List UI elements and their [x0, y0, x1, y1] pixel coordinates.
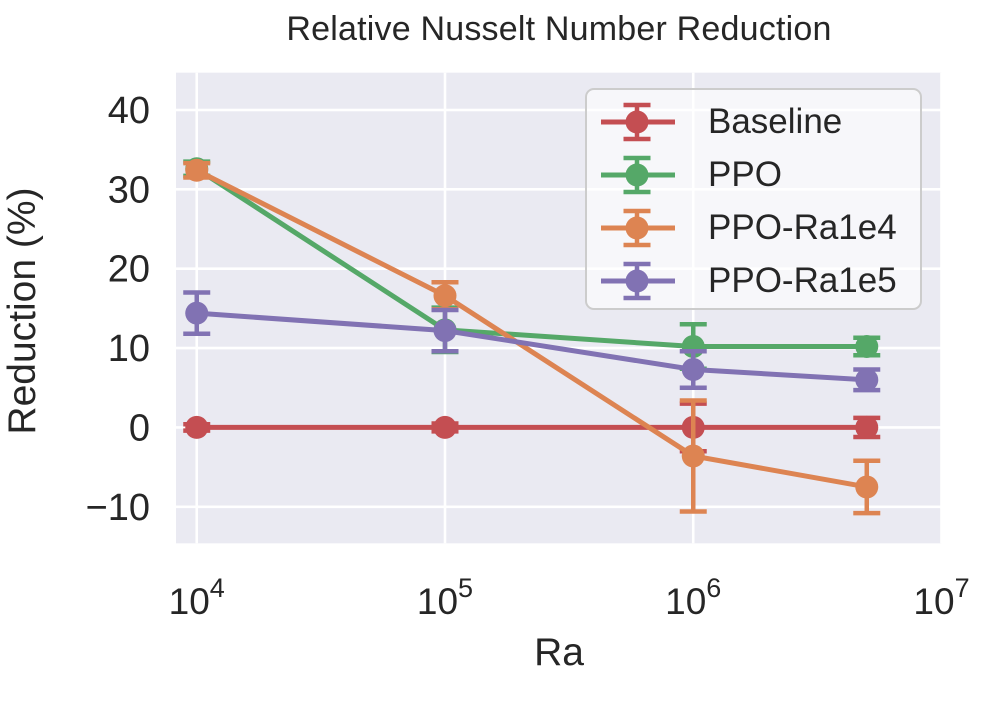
y-tick--10: −10: [86, 487, 150, 529]
legend-errorbar-icon: [601, 261, 675, 300]
marker-Baseline: [185, 415, 209, 439]
series-PPO-Ra1e4: [183, 158, 881, 516]
marker-Baseline: [855, 415, 879, 439]
x-axis-label: Ra: [534, 631, 584, 674]
x-tick-1e7: 107: [913, 573, 969, 622]
marker-PPO-Ra1e5: [681, 358, 705, 382]
legend-item-PPO: PPO: [595, 148, 920, 201]
marker-PPO-Ra1e5: [433, 319, 457, 343]
legend-errorbar-icon: [601, 102, 675, 141]
legend-label: PPO-Ra1e4: [708, 208, 897, 247]
y-tick-10: 10: [108, 328, 150, 370]
legend-item-PPO-Ra1e5: PPO-Ra1e5: [595, 254, 920, 307]
marker-PPO-Ra1e4: [185, 158, 209, 182]
legend-label: PPO-Ra1e5: [708, 261, 897, 300]
marker-PPO: [855, 334, 879, 358]
marker-Baseline: [433, 415, 457, 439]
legend-errorbar-icon: [601, 208, 675, 247]
series-line-PPO-Ra1e5: [196, 310, 867, 383]
y-axis-label: Reduction (%): [1, 187, 44, 435]
series-line-PPO-Ra1e4: [195, 168, 868, 490]
x-tick-1e6: 106: [665, 573, 721, 622]
y-tick-40: 40: [108, 90, 150, 132]
y-tick-0: 0: [129, 407, 150, 449]
y-tick-30: 30: [108, 169, 150, 211]
legend: Baseline PPO PPO-Ra1e4 PPO-Ra1e5: [585, 88, 922, 310]
legend-item-PPO-Ra1e4: PPO-Ra1e4: [595, 201, 920, 254]
marker-PPO-Ra1e5: [185, 301, 209, 325]
marker-PPO-Ra1e5: [855, 368, 879, 392]
series-line-PPO: [195, 166, 867, 349]
x-tick-1e4: 104: [169, 573, 225, 622]
y-tick-20: 20: [108, 249, 150, 291]
marker-PPO-Ra1e4: [855, 475, 879, 499]
chart-title: Relative Nusselt Number Reduction: [286, 10, 832, 48]
legend-item-Baseline: Baseline: [595, 95, 920, 148]
x-tick-1e5: 105: [417, 573, 473, 622]
series-PPO-Ra1e5: [183, 290, 881, 393]
marker-PPO-Ra1e4: [681, 444, 705, 468]
marker-PPO-Ra1e4: [433, 284, 457, 308]
legend-errorbar-icon: [601, 155, 675, 194]
legend-label: Baseline: [708, 102, 843, 141]
legend-label: PPO: [708, 155, 782, 194]
